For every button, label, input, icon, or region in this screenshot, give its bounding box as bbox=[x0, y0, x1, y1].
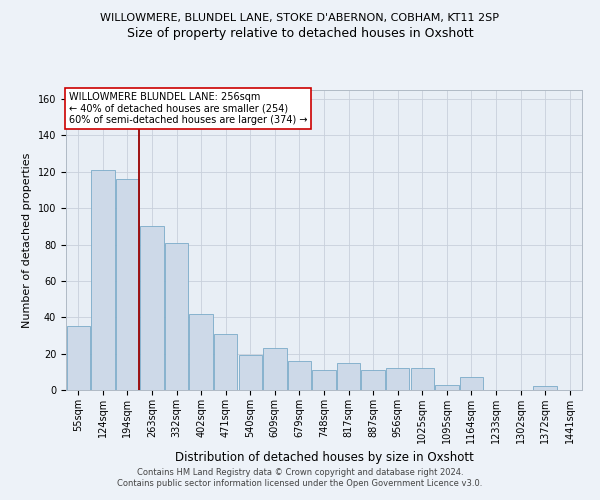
Bar bbox=[239, 356, 262, 390]
Bar bbox=[263, 348, 287, 390]
Bar bbox=[533, 386, 557, 390]
Text: WILLOWMERE, BLUNDEL LANE, STOKE D'ABERNON, COBHAM, KT11 2SP: WILLOWMERE, BLUNDEL LANE, STOKE D'ABERNO… bbox=[101, 12, 499, 22]
Bar bbox=[435, 384, 458, 390]
Bar bbox=[91, 170, 115, 390]
Bar bbox=[313, 370, 335, 390]
Bar bbox=[214, 334, 238, 390]
Bar bbox=[386, 368, 409, 390]
Bar bbox=[67, 326, 90, 390]
Bar bbox=[410, 368, 434, 390]
Bar bbox=[337, 362, 360, 390]
Bar bbox=[460, 378, 483, 390]
Text: Contains HM Land Registry data © Crown copyright and database right 2024.
Contai: Contains HM Land Registry data © Crown c… bbox=[118, 468, 482, 487]
Y-axis label: Number of detached properties: Number of detached properties bbox=[22, 152, 32, 328]
Text: Size of property relative to detached houses in Oxshott: Size of property relative to detached ho… bbox=[127, 28, 473, 40]
Bar bbox=[361, 370, 385, 390]
Bar bbox=[116, 179, 139, 390]
Bar bbox=[165, 242, 188, 390]
Bar bbox=[190, 314, 213, 390]
Bar bbox=[288, 361, 311, 390]
Bar bbox=[140, 226, 164, 390]
Text: WILLOWMERE BLUNDEL LANE: 256sqm
← 40% of detached houses are smaller (254)
60% o: WILLOWMERE BLUNDEL LANE: 256sqm ← 40% of… bbox=[68, 92, 307, 124]
X-axis label: Distribution of detached houses by size in Oxshott: Distribution of detached houses by size … bbox=[175, 452, 473, 464]
